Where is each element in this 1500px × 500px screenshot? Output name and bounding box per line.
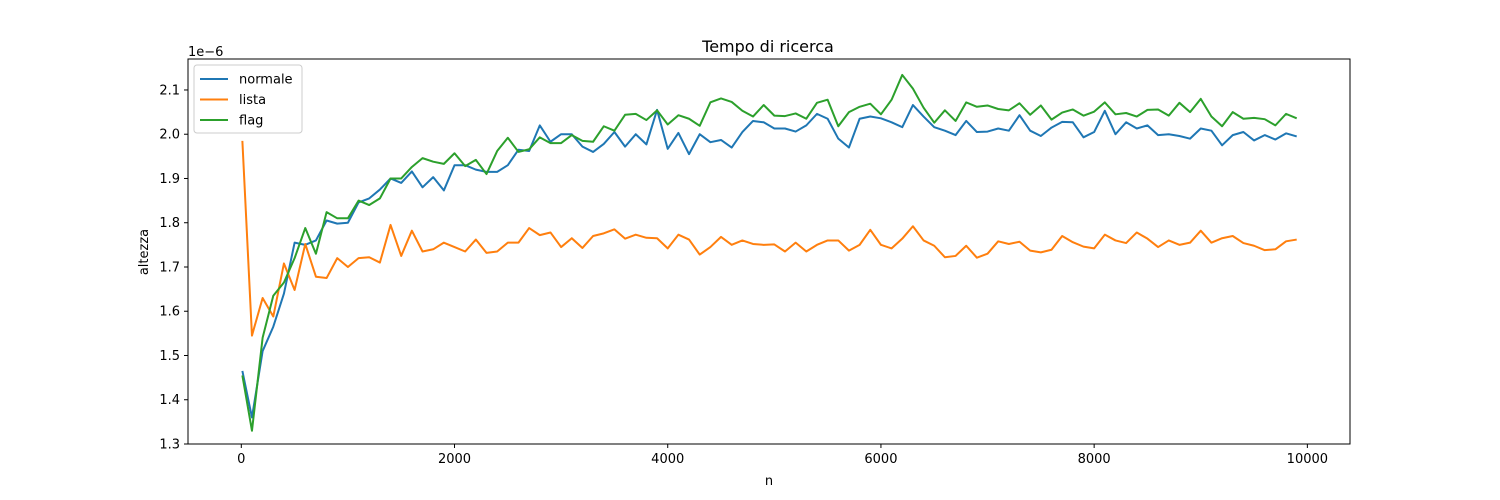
- x-tick-label: 2000: [438, 452, 471, 467]
- y-axis: 1.3 1.4 1.5 1.6 1.7 1.8 1.9 2.0 2.1: [159, 83, 188, 453]
- y-offset-text: 1e−6: [188, 45, 223, 60]
- y-tick-label: 1.4: [159, 393, 180, 408]
- legend-label-lista: lista: [239, 93, 266, 108]
- y-tick-label: 2.0: [159, 128, 180, 143]
- x-tick-label: 6000: [864, 452, 897, 467]
- x-tick-label: 8000: [1078, 452, 1111, 467]
- y-tick-label: 1.3: [159, 438, 180, 453]
- legend-label-flag: flag: [239, 114, 263, 129]
- x-axis: 0 2000 4000 6000 8000 10000: [237, 444, 1328, 467]
- legend: normale lista flag: [193, 64, 303, 134]
- series-line-flag: [241, 73, 1298, 432]
- y-tick-label: 1.5: [159, 349, 180, 364]
- x-axis-label: n: [765, 474, 773, 489]
- chart-title: Tempo di ricerca: [701, 37, 834, 56]
- series-layer: [241, 73, 1298, 432]
- y-tick-label: 1.9: [159, 172, 180, 187]
- y-tick-label: 1.8: [159, 216, 180, 231]
- series-line-normale: [241, 104, 1297, 419]
- y-tick-label: 1.6: [159, 305, 180, 320]
- y-tick-label: 2.1: [159, 83, 180, 98]
- legend-box: [193, 64, 303, 134]
- y-axis-label: altezza: [137, 229, 152, 275]
- x-tick-label: 10000: [1287, 452, 1328, 467]
- x-tick-label: 0: [237, 452, 245, 467]
- y-tick-label: 1.7: [159, 260, 180, 275]
- x-tick-label: 4000: [651, 452, 684, 467]
- plot-frame: [187, 58, 1351, 445]
- series-line-lista: [241, 140, 1297, 337]
- legend-label-normale: normale: [239, 73, 293, 88]
